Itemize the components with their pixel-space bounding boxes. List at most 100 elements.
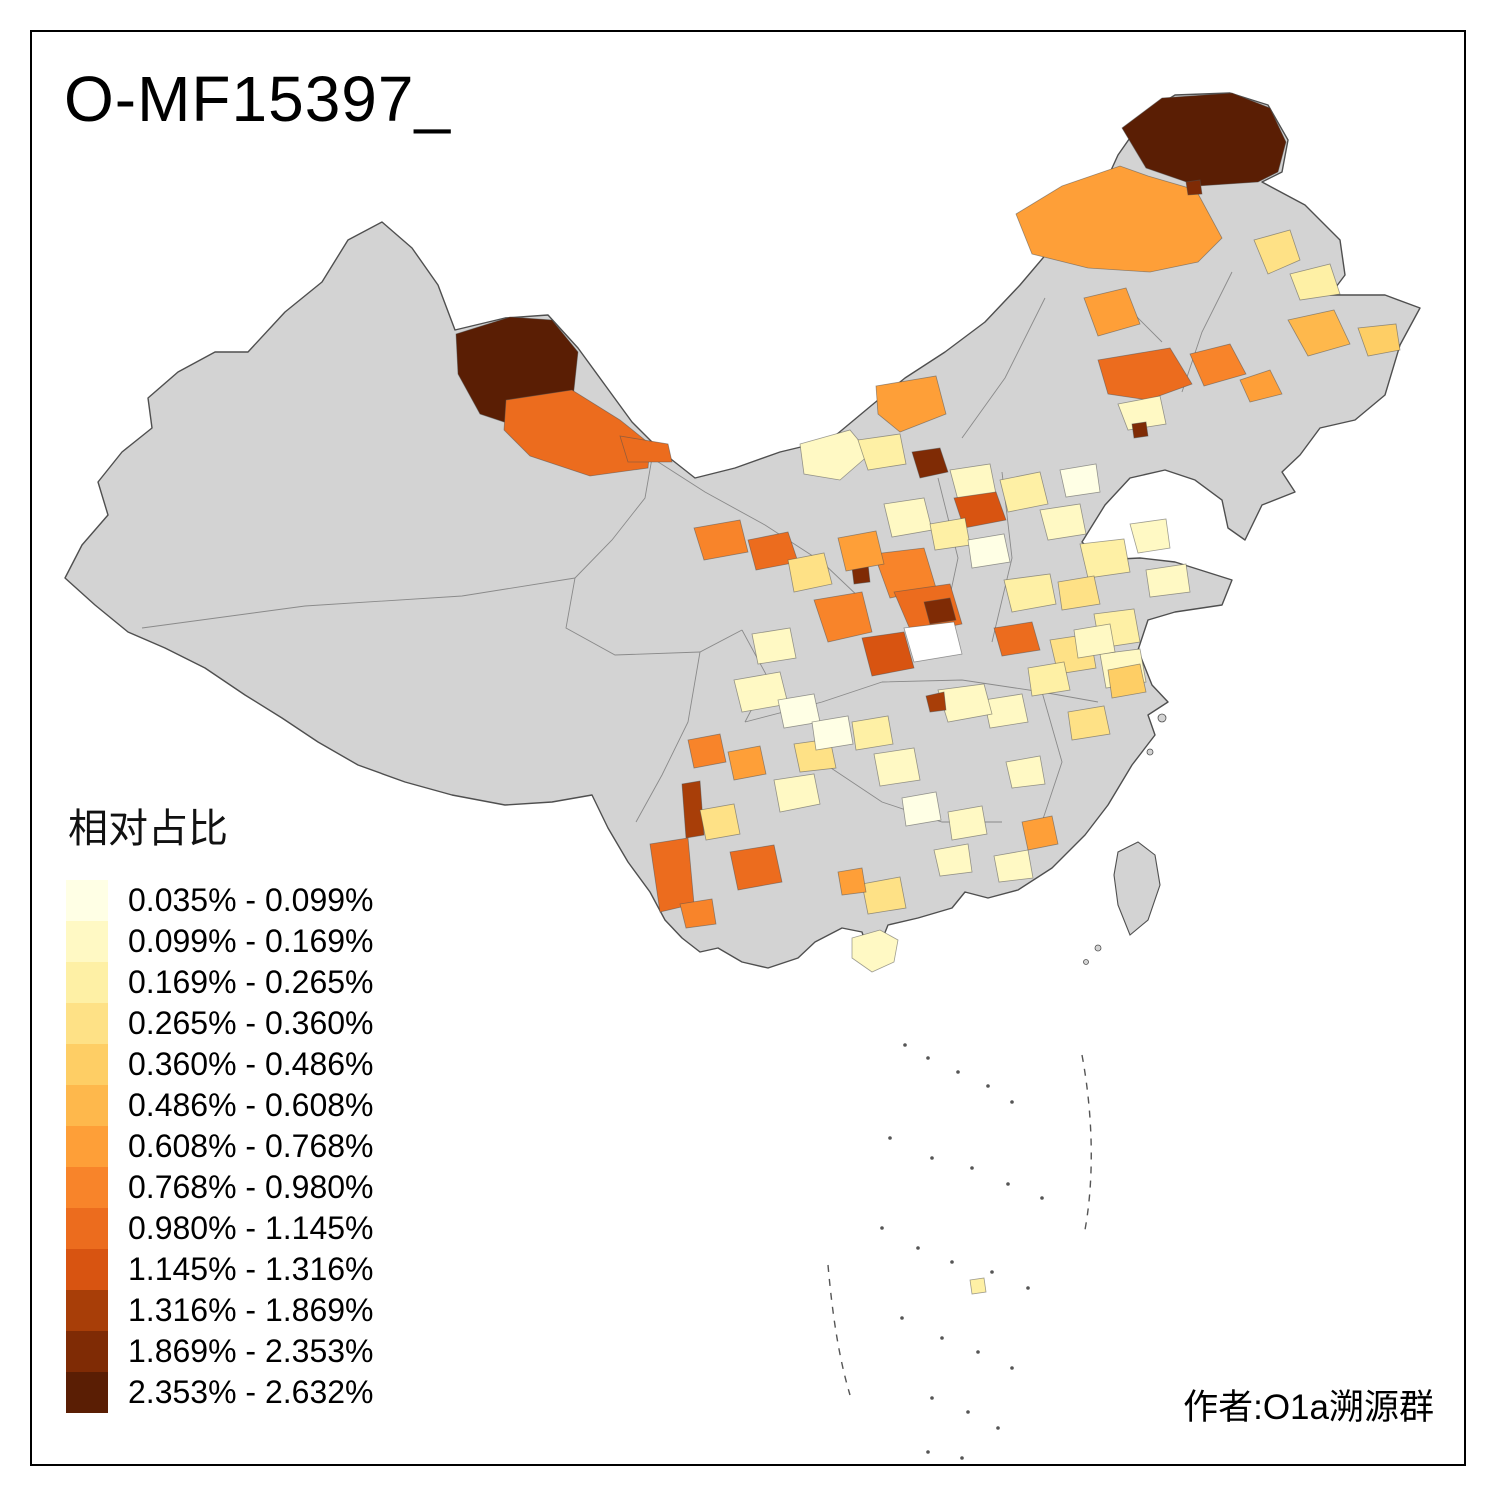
map-region (693, 519, 749, 561)
legend-label: 0.035% - 0.099% (128, 882, 374, 918)
legend-label: 0.608% - 0.768% (128, 1128, 374, 1164)
map-region (969, 1277, 987, 1295)
legend-label: 0.980% - 1.145% (128, 1210, 374, 1246)
legend-entry: 0.265% - 0.360% (66, 1003, 374, 1044)
map-region (929, 517, 971, 551)
map-region (911, 447, 949, 479)
legend-swatch (66, 1085, 108, 1126)
legend-entry: 0.768% - 0.980% (66, 1167, 374, 1208)
legend-label: 2.353% - 2.632% (128, 1374, 374, 1410)
legend-swatch (66, 962, 108, 1003)
legend-entry: 0.486% - 0.608% (66, 1085, 374, 1126)
map-region (1131, 421, 1149, 439)
map-region (1121, 92, 1287, 187)
legend: 相对占比 0.035% - 0.099% 0.099% - 0.169% 0.169… (66, 796, 374, 1413)
legend-label: 0.486% - 0.608% (128, 1087, 374, 1123)
legend-entries: 0.035% - 0.099% 0.099% - 0.169% 0.169% - 0… (66, 880, 374, 1413)
legend-entry: 0.608% - 0.768% (66, 1126, 374, 1167)
legend-title: 相对占比 (68, 807, 228, 851)
map-region (953, 491, 1007, 529)
map-region (1003, 573, 1057, 613)
legend-swatch (66, 1331, 108, 1372)
map-region (681, 780, 705, 839)
map-region (1015, 165, 1223, 273)
map-region (983, 693, 1029, 729)
legend-label: 0.360% - 0.486% (128, 1046, 374, 1082)
legend-label: 1.316% - 1.869% (128, 1292, 374, 1328)
map-region (851, 715, 894, 751)
legend-label: 0.099% - 0.169% (128, 923, 374, 959)
map-region (873, 747, 921, 787)
map-region (851, 929, 899, 973)
map-region (861, 631, 915, 677)
map-region (787, 552, 833, 593)
map-region (773, 773, 821, 813)
map-region (1129, 518, 1171, 554)
map-region (751, 627, 797, 665)
map-region (619, 435, 673, 463)
map-region (1079, 538, 1131, 579)
map-region (1005, 755, 1046, 789)
legend-label: 0.768% - 0.980% (128, 1169, 374, 1205)
legend-swatch (66, 1208, 108, 1249)
legend-entry: 1.145% - 1.316% (66, 1249, 374, 1290)
map-region (993, 849, 1034, 883)
map-region (901, 791, 942, 827)
map-region (875, 375, 947, 433)
map-region (1289, 263, 1341, 301)
map-region (1097, 347, 1193, 401)
map-region (993, 621, 1041, 657)
map-region (1107, 663, 1147, 699)
legend-swatch (66, 1003, 108, 1044)
legend-label: 1.869% - 2.353% (128, 1333, 374, 1369)
map-region (1073, 623, 1116, 659)
map-region (1057, 575, 1101, 611)
map-region (1145, 563, 1191, 598)
map-region (1083, 287, 1141, 337)
map-region (857, 433, 907, 471)
map-region (903, 621, 963, 663)
legend-swatch (66, 1044, 108, 1085)
map-region (699, 803, 741, 841)
map-region (883, 497, 933, 538)
legend-swatch (66, 1249, 108, 1290)
map-regions (455, 92, 1401, 1295)
map-region (1189, 343, 1247, 387)
legend-label: 0.265% - 0.360% (128, 1005, 374, 1041)
legend-swatch (66, 1372, 108, 1413)
legend-entry: 2.353% - 2.632% (66, 1372, 374, 1413)
map-region (679, 898, 717, 929)
map-region (729, 844, 783, 891)
map-region (967, 533, 1011, 569)
map-region (933, 843, 973, 877)
map-region (799, 429, 871, 481)
map-region (1239, 369, 1283, 403)
legend-entry: 1.869% - 2.353% (66, 1331, 374, 1372)
map-region (1287, 309, 1351, 357)
map-region (837, 867, 867, 896)
legend-entry: 0.980% - 1.145% (66, 1208, 374, 1249)
map-region (1357, 323, 1401, 357)
map-region (923, 597, 957, 625)
map-region (1117, 395, 1167, 431)
legend-entry: 0.360% - 0.486% (66, 1044, 374, 1085)
sea-demarcation-dashes (827, 1054, 1092, 1396)
taiwan-island (1113, 841, 1161, 936)
legend-label: 0.169% - 0.265% (128, 964, 374, 1000)
map-region (687, 733, 727, 769)
map-region (1185, 179, 1203, 196)
map-region (1027, 661, 1071, 697)
map-region (1067, 705, 1111, 741)
map-region (999, 471, 1049, 513)
map-region (861, 876, 907, 915)
legend-entry: 0.169% - 0.265% (66, 962, 374, 1003)
map-region (925, 691, 947, 713)
legend-swatch (66, 1167, 108, 1208)
legend-swatch (66, 921, 108, 962)
map-region (947, 805, 988, 841)
map-region (503, 389, 651, 477)
legend-swatch (66, 1290, 108, 1331)
legend-entry: 1.316% - 1.869% (66, 1290, 374, 1331)
coastal-islands (1083, 713, 1167, 965)
